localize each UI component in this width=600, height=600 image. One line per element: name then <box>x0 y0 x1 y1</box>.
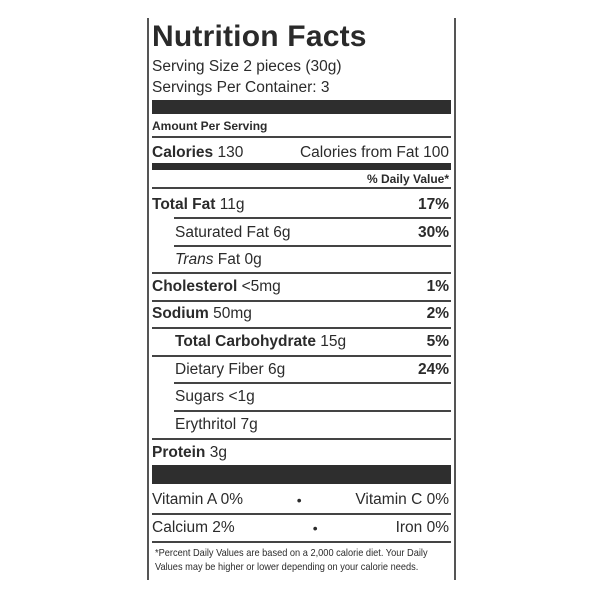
nutrient-amount: 6g <box>268 360 286 378</box>
divider <box>152 187 451 189</box>
amount-per-serving: Amount Per Serving <box>152 119 268 133</box>
medium-divider <box>152 163 451 170</box>
nutrient-dv: 24% <box>417 360 449 378</box>
nutrient-row-trans-fat: Trans Fat 0g <box>175 246 449 273</box>
nutrient-name: Cholesterol <box>152 277 238 295</box>
nutrient-row-sugars: Sugars <1g <box>175 383 449 410</box>
nutrient-dv: 17% <box>417 195 449 213</box>
nutrient-amount: 6g <box>273 223 291 241</box>
nutrient-name: Erythritol <box>175 415 237 433</box>
nutrient-row-sodium: Sodium 50mg 2% <box>152 300 449 327</box>
divider <box>152 272 451 274</box>
nutrient-amount: 3g <box>209 443 227 461</box>
nutrient-name: Sodium <box>152 304 209 322</box>
nutrient-amount: 7g <box>240 415 258 433</box>
divider <box>174 382 451 384</box>
nutrient-row-total-fat: Total Fat 11g 17% <box>152 191 449 218</box>
vitamin-row: Vitamin A 0% • Vitamin C 0% <box>152 486 449 513</box>
bullet-separator: • <box>312 519 318 536</box>
calories-label: Calories <box>152 143 214 161</box>
nutrient-row-protein: Protein 3g <box>152 439 449 466</box>
nutrition-facts-label: Nutrition Facts Serving Size 2 pieces (3… <box>147 18 456 580</box>
nutrient-row-cholesterol: Cholesterol <5mg 1% <box>152 273 449 300</box>
nutrient-name: Sugars <box>175 387 225 405</box>
nutrient-name: Trans <box>175 250 214 268</box>
nutrient-row-dietary-fiber: Dietary Fiber 6g 24% <box>175 356 449 383</box>
nutrient-name: Saturated Fat <box>175 223 269 241</box>
divider <box>152 300 451 302</box>
divider <box>152 136 451 138</box>
servings-per-container: Servings Per Container: 3 <box>152 79 330 96</box>
divider <box>174 245 451 247</box>
nutrient-amount: 11g <box>219 195 245 213</box>
divider <box>174 217 451 219</box>
divider <box>152 513 451 515</box>
nutrient-name-rest: Fat <box>217 250 241 268</box>
nutrient-name: Dietary Fiber <box>175 360 264 378</box>
nutrient-amount: 0g <box>244 250 262 268</box>
calcium: Calcium 2% <box>152 518 235 536</box>
serving-size: Serving Size 2 pieces (30g) <box>152 58 342 75</box>
vitamin-a: Vitamin A 0% <box>152 490 244 508</box>
nutrient-name: Total Fat <box>152 195 216 213</box>
nutrient-dv: 5% <box>426 332 449 350</box>
divider <box>152 438 451 440</box>
nutrient-name: Total Carbohydrate <box>175 332 316 350</box>
nutrient-row-saturated-fat: Saturated Fat 6g 30% <box>175 219 449 246</box>
bullet-separator: • <box>296 491 302 508</box>
nutrient-row-total-carbohydrate: Total Carbohydrate 15g 5% <box>175 328 449 355</box>
divider <box>174 410 451 412</box>
daily-value-header: % Daily Value* <box>366 172 449 186</box>
calories-from-fat: Calories from Fat 100 <box>299 143 449 161</box>
iron: Iron 0% <box>395 518 449 536</box>
nutrient-dv: 30% <box>417 223 449 241</box>
calories-row: Calories 130 Calories from Fat 100 <box>152 139 449 166</box>
calories-value: 130 <box>217 143 244 161</box>
nutrient-row-erythritol: Erythritol 7g <box>175 411 449 438</box>
divider <box>152 541 451 543</box>
divider <box>152 327 451 329</box>
nutrient-name: Protein <box>152 443 206 461</box>
nutrient-amount: <5mg <box>241 277 281 295</box>
nutrient-dv: 2% <box>426 304 449 322</box>
mineral-row: Calcium 2% • Iron 0% <box>152 514 449 541</box>
nutrient-dv: 1% <box>426 277 449 295</box>
nutrient-amount: 15g <box>320 332 347 350</box>
divider <box>152 355 451 357</box>
thick-divider <box>152 465 451 484</box>
thick-divider <box>152 100 451 114</box>
nutrient-amount: 50mg <box>213 304 252 322</box>
footnote-line-1: *Percent Daily Values are based on a 2,0… <box>155 547 428 559</box>
nutrient-amount: <1g <box>228 387 255 405</box>
vitamin-c: Vitamin C 0% <box>355 490 449 508</box>
label-title: Nutrition Facts <box>152 20 367 53</box>
footnote-line-2: Values may be higher or lower depending … <box>155 561 419 573</box>
